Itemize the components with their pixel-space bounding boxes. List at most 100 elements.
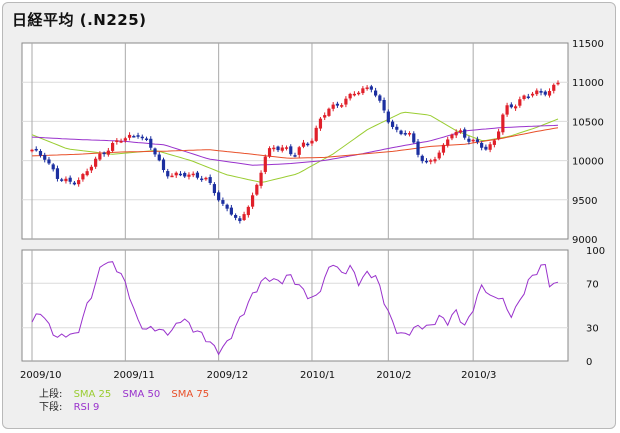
sma25-line [31,111,559,183]
upper-y-tick-label: 9500 [572,196,597,207]
candle-body [136,135,140,137]
upper-y-tick-label: 9000 [572,235,597,246]
candle-body [161,159,166,170]
candle-body [200,178,204,181]
candle-body [106,150,110,155]
upper-y-tick-label: 10500 [572,117,604,128]
candle-body [85,171,89,176]
candle-body [467,138,471,142]
candle-body [433,159,437,162]
candle-body [357,92,361,95]
candle-body [518,99,522,106]
candle-body [471,139,475,142]
candle-body [217,192,221,201]
candle-body [429,160,433,162]
candle-body [212,184,217,194]
rsi9-line [31,261,559,356]
candle-body [441,144,446,153]
candle-body [497,131,501,140]
candle-body [556,82,560,85]
candle-body [369,86,373,90]
candle-body [492,140,496,145]
candle-body [352,93,356,96]
x-tick-label: 2010/2 [376,370,411,381]
upper-y-tick-label: 11500 [572,39,604,50]
candle-body [43,154,47,160]
candle-body [204,177,208,180]
candle-body [127,134,132,138]
candle-body [110,142,115,151]
candle-body [327,108,331,116]
candle-body [340,105,344,107]
lower-y-tick-label: 30 [586,324,599,335]
candle-body [259,172,263,186]
candle-body [272,147,276,150]
candle-body [187,174,191,177]
candle-body [34,148,38,151]
candle-body [166,171,170,177]
candle-body [234,215,238,218]
x-tick-label: 2010/3 [461,370,496,381]
candle-body [60,179,64,181]
candle-body [399,130,403,135]
candle-body [280,147,284,151]
candle-body [119,141,123,143]
sma75-line [31,127,559,159]
candle-body [229,207,233,215]
candle-body [208,177,212,183]
candle-body [373,90,378,96]
candle-body [68,177,72,182]
candle-body [547,90,552,96]
candle-body [488,144,492,150]
candle-body [276,146,280,151]
candle-body [378,95,382,101]
candle-body [238,218,242,222]
candle-body [522,95,526,99]
legend: 上段: SMA 25 SMA 50 SMA 75 下段: RSI 9 [39,388,217,414]
candle-body [361,88,365,94]
legend-upper-row: 上段: SMA 25 SMA 50 SMA 75 [39,388,217,401]
candle-body [255,184,259,195]
candle-body [535,90,539,95]
candle-body [98,153,102,160]
candle-body [484,146,488,150]
upper-y-tick-label: 11000 [572,78,604,89]
candle-body [293,155,297,157]
candle-body [30,149,34,152]
candle-body [301,142,306,147]
lower-y-tick-label: 100 [586,246,605,257]
lower-y-tick-label: 0 [586,357,592,368]
candle-body [480,142,484,148]
candle-body [420,155,424,162]
legend-lower-row: 下段: RSI 9 [39,401,217,414]
candle-body [174,172,178,176]
upper-y-tick-label: 10000 [572,157,604,168]
legend-lower-label: 下段: [39,402,63,413]
candle-body [310,140,314,144]
candle-body [501,114,505,133]
x-tick-label: 2009/10 [20,370,62,381]
candle-body [77,180,81,185]
candle-body [386,111,390,123]
candle-body [416,141,420,155]
legend-sma75: SMA 75 [171,389,210,400]
candle-body [89,166,93,171]
candle-body [289,146,293,155]
candle-body [318,118,323,129]
candle-body [348,93,352,99]
candle-body [450,134,454,139]
candle-body [395,126,399,130]
candle-body [297,147,301,155]
lower-y-tick-label: 70 [586,279,599,290]
candle-body [102,152,106,155]
candle-body [314,127,318,141]
x-tick-label: 2010/1 [300,370,335,381]
candle-body [437,152,441,159]
candle-body [424,160,429,163]
lower-panel [21,249,569,362]
x-tick-label: 2009/11 [113,370,155,381]
candle-body [246,206,250,216]
candle-body [183,173,187,177]
candle-body [475,139,480,142]
candle-body [509,104,513,108]
